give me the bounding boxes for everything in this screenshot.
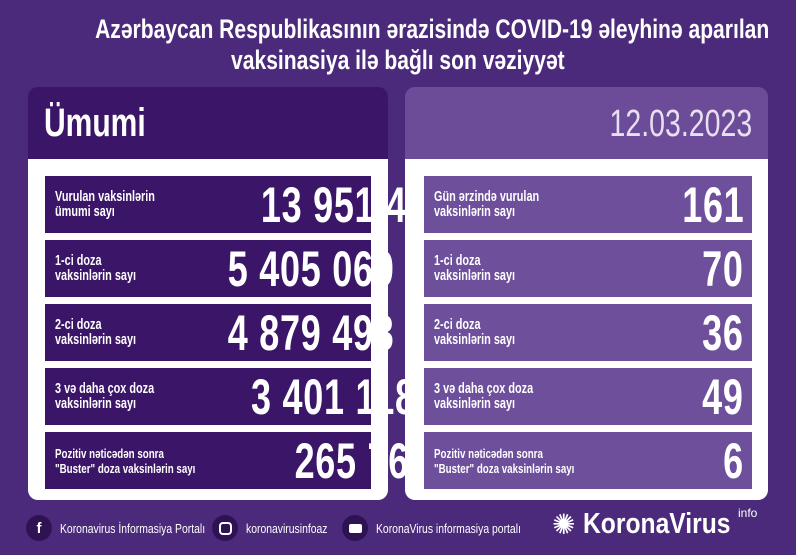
stat-value: 4 879 493 [227,304,395,361]
facebook-icon: f [26,515,52,541]
stat-row: 3 və daha çox doza vaksinlərin sayı 3 401 … [45,368,415,425]
total-header: Ümumi [28,87,388,159]
youtube-icon [342,515,368,541]
stat-value: 3 401 118 [251,368,416,425]
date-label: 12.03.2023 [609,103,752,145]
total-panel: Vurulan vaksinlərin ümumi sayı 13 951 443 … [28,159,448,500]
stat-value: 49 [702,368,744,425]
instagram-link[interactable]: koronavirusinfoaz [212,513,348,543]
stat-label: 1-ci doza vaksinlərin sayı [434,252,516,284]
facebook-link[interactable]: f Koronavirus İnformasiya Portalı [26,513,241,543]
stat-row: Vurulan vaksinlərin ümumi sayı 13 951 443 [45,176,448,233]
stat-label: 3 və daha çox doza vaksinlərin sayı [434,380,534,412]
page-title: Azərbaycan Respublikasının ərazisində CO… [0,14,796,76]
stat-label: Pozitiv nəticədən sonra "Buster" doza vak… [55,445,196,476]
stat-label: Gün ərzində vurulan vaksinlərin sayı [434,188,540,220]
virus-icon: ✺ [552,509,576,540]
stat-row: 1-ci doza vaksinlərin sayı 5 405 069 [45,240,394,297]
stat-value: 36 [702,304,744,361]
stat-row: 3 və daha çox doza vaksinlərin sayı 49 [424,368,752,425]
stat-value: 5 405 069 [227,240,395,297]
title-line-1: Azərbaycan Respublikasının ərazisində CO… [95,14,770,44]
stat-value: 70 [702,240,744,297]
stat-row: Gün ərzində vurulan vaksinlərin sayı 161 [424,176,752,233]
stat-value: 6 [723,432,744,489]
stat-label: Vurulan vaksinlərin ümumi sayı [55,188,155,220]
stat-value: 161 [681,176,744,233]
stat-row: 1-ci doza vaksinlərin sayı 70 [424,240,752,297]
stat-label: 3 və daha çox doza vaksinlərin sayı [55,380,155,412]
stat-label: 2-ci doza vaksinlərin sayı [55,316,137,348]
stat-label: 1-ci doza vaksinlərin sayı [55,252,137,284]
daily-panel: Gün ərzində vurulan vaksinlərin sayı 161 1… [405,159,768,500]
date-header: 12.03.2023 [405,87,768,159]
stat-label: 2-ci doza vaksinlərin sayı [434,316,516,348]
instagram-icon [212,515,238,541]
stat-row: Pozitiv nəticədən sonra "Buster" doza vak… [45,432,429,489]
stat-row: 2-ci doza vaksinlərin sayı 36 [424,304,752,361]
stat-row: Pozitiv nəticədən sonra "Buster" doza vak… [424,432,752,489]
title-line-2: vaksinasiya ilə bağlı son vəziyyət [231,45,565,75]
stat-label: Pozitiv nəticədən sonra "Buster" doza vak… [434,445,575,476]
youtube-link[interactable]: KoronaVirus informasiya portalı [342,513,557,543]
total-header-label: Ümumi [44,101,146,145]
stat-row: 2-ci doza vaksinlərin sayı 4 879 493 [45,304,394,361]
koronavirus-logo: ✺ KoronaVirus info [552,506,758,540]
